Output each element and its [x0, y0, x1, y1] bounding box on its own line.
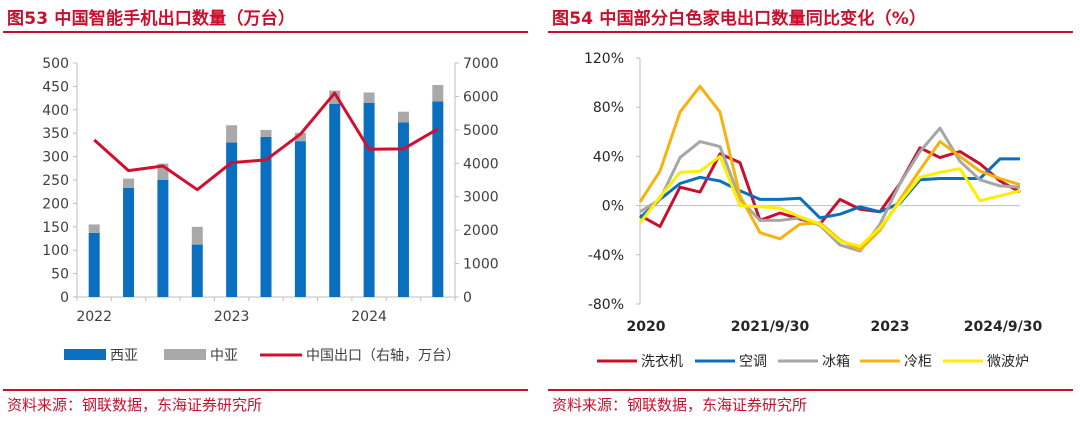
bar-central [397, 111, 409, 123]
left-source-rule [3, 389, 528, 391]
x-tick-label: 2021/9/30 [731, 319, 810, 335]
left-y-tick-label: 100 [42, 243, 69, 259]
left-chart: 0501001502002503003504004505000100020003… [42, 56, 499, 364]
right-y-tick-label: 1000 [463, 257, 499, 273]
legend-label-line: 中国出口（右轴，万台） [306, 348, 460, 364]
bar-west [329, 103, 341, 297]
x-tick-label: 2020 [627, 319, 666, 335]
y-tick-label: -80% [588, 297, 624, 313]
left-y-tick-label: 400 [42, 103, 69, 119]
y-tick-label: 40% [593, 149, 624, 165]
bar-central [260, 129, 272, 137]
x-tick-label: 2022 [76, 309, 112, 325]
x-tick-label: 2024/9/30 [964, 319, 1043, 335]
right-panel: 图54 中国部分白色家电出口数量同比变化（%） -80% -40% 0% 40% 80%… [545, 0, 1080, 426]
x-tick-label: 2023 [871, 319, 910, 335]
left-source: 资料来源：钢联数据，东海证券研究所 [7, 396, 263, 414]
legend-label-洗衣机: 洗衣机 [641, 354, 683, 370]
left-y-tick-label: 500 [42, 56, 69, 72]
right-y-tick-label: 3000 [463, 190, 499, 206]
right-y-tick-label: 5000 [463, 123, 499, 139]
bar-central [363, 92, 375, 103]
legend-label-微波炉: 微波炉 [987, 354, 1029, 370]
legend-label-central: 中亚 [210, 348, 238, 364]
right-y-tick-label: 2000 [463, 223, 499, 239]
bar-west [397, 122, 409, 297]
line-空调 [638, 157, 1020, 220]
bar-central [88, 224, 100, 233]
bar-central [157, 163, 169, 180]
bar-central [191, 226, 203, 245]
bar-west [157, 180, 169, 297]
bar-west [260, 136, 272, 297]
left-y-tick-label: 0 [60, 290, 69, 306]
y-tick-label: -40% [588, 248, 624, 264]
right-chart: -80% -40% 0% 40% 80% 120% 2020 2021/9/30 2023 202… [584, 51, 1043, 370]
bar-west [88, 232, 100, 297]
right-y-tick-label: 4000 [463, 156, 499, 172]
right-title-rule [548, 31, 1073, 33]
left-y-tick-label: 250 [42, 173, 69, 189]
left-y-tick-label: 200 [42, 196, 69, 212]
left-figure-title: 图53 中国智能手机出口数量（万台） [7, 9, 296, 29]
right-source-rule [548, 389, 1073, 391]
bar-west [191, 244, 203, 297]
bar-west [123, 187, 135, 297]
bar-central [329, 90, 341, 104]
legend-label-west: 西亚 [110, 348, 138, 364]
y-tick-label: 120% [584, 51, 624, 67]
left-y-tick-label: 450 [42, 79, 69, 95]
x-tick-label: 2024 [351, 309, 387, 325]
right-figure-title: 图54 中国部分白色家电出口数量同比变化（%） [552, 9, 927, 29]
left-title-rule [3, 31, 528, 33]
line-冷柜 [638, 84, 1021, 252]
bar-central [226, 125, 238, 143]
bar-central [123, 178, 135, 188]
left-y-tick-label: 150 [42, 220, 69, 236]
legend-label-空调: 空调 [739, 354, 767, 370]
bar-west [294, 141, 306, 297]
bar-west [226, 142, 238, 297]
right-y-tick-label: 6000 [463, 89, 499, 105]
bar-central [294, 132, 306, 142]
legend-label-冰箱: 冰箱 [822, 354, 850, 370]
legend-swatch-central [164, 349, 206, 360]
left-y-tick-label: 300 [42, 150, 69, 166]
left-panel: 图53 中国智能手机出口数量（万台） 0 50 100 150 200 250 300 350… [0, 0, 535, 426]
bar-west [432, 101, 444, 297]
right-y-tick-label: 7000 [463, 56, 499, 72]
left-y-tick-label: 50 [51, 267, 69, 283]
x-tick-label: 2023 [214, 309, 250, 325]
bar-central [432, 84, 444, 102]
bar-west [363, 102, 375, 297]
left-y-tick-label: 350 [42, 126, 69, 142]
right-source: 资料来源：钢联数据，东海证券研究所 [552, 396, 808, 414]
legend-label-冷柜: 冷柜 [904, 354, 932, 370]
y-tick-label: 80% [593, 100, 624, 116]
legend-swatch-west [64, 349, 106, 360]
y-tick-label: 0% [602, 199, 624, 215]
line-微波炉 [638, 154, 1021, 248]
line-china-export [93, 91, 439, 192]
right-y-tick-label: 0 [463, 290, 472, 306]
